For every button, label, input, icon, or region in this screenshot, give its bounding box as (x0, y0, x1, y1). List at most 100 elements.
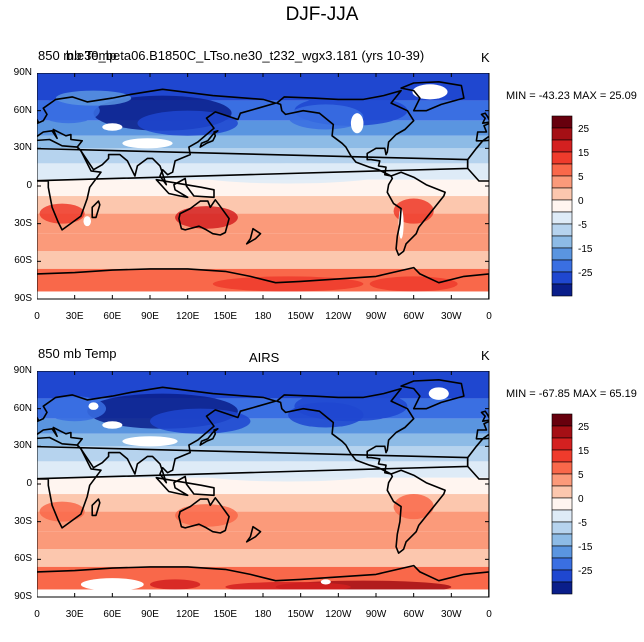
colorbar-swatch (551, 115, 573, 129)
colorbar-label: 25 (578, 422, 590, 433)
min-max-readout: MIN = -43.23 MAX = 25.09 (506, 90, 637, 102)
lon-tick-label: 30E (65, 311, 84, 322)
lon-tick-label: 60E (103, 311, 122, 322)
min-max-readout: MIN = -67.85 MAX = 65.19 (506, 388, 637, 400)
colorbar-swatch (551, 223, 573, 237)
lat-tick-label: 30N (13, 142, 32, 154)
colorbar-swatch (551, 413, 573, 427)
lat-tick-label: 0 (26, 180, 32, 191)
lon-tick-label: 150E (213, 311, 237, 322)
colorbar-swatch (551, 569, 573, 583)
coastline-samerica (386, 171, 446, 256)
colorbar-swatch (551, 175, 573, 189)
missing-data-region (428, 387, 449, 400)
temperature-band (37, 179, 489, 197)
colorbar-swatch (551, 163, 573, 177)
temperature-anomaly (43, 396, 107, 422)
missing-data-region (88, 402, 99, 410)
temperature-anomaly (150, 579, 201, 590)
coastline-africa (37, 138, 469, 231)
temperature-band (37, 233, 489, 252)
lon-tick-label: 120E (175, 311, 200, 322)
colorbar-swatch (551, 497, 573, 511)
panel-units: K (481, 348, 490, 363)
coastline-uk (37, 415, 40, 422)
missing-data-region (83, 216, 91, 227)
lon-tick-label: 30W (441, 311, 462, 322)
temperature-band (37, 511, 489, 532)
panel-left-title: 850 mb Temp (38, 346, 117, 361)
colorbar-swatch (551, 187, 573, 201)
colorbar-label: 0 (578, 494, 584, 505)
colorbar-swatch (551, 211, 573, 225)
coastline-indonesia (155, 177, 215, 199)
temperature-map (37, 73, 490, 300)
missing-data-region (412, 84, 448, 100)
coastline-europe_asia (37, 88, 277, 186)
colorbar-swatch (551, 533, 573, 547)
colorbar-swatch (551, 271, 573, 285)
lon-tick-label: 180 (254, 609, 272, 620)
colorbar-label: 25 (578, 124, 590, 135)
lon-tick-label: 150W (287, 609, 314, 620)
temperature-band (37, 477, 489, 495)
lon-tick-label: 90W (365, 609, 387, 620)
lat-tick-label: 30N (13, 440, 32, 452)
coastline-newzealand (245, 227, 262, 245)
lon-tick-label: 90E (141, 311, 159, 322)
lon-tick-label: 30W (441, 609, 462, 620)
temperature-anomaly (175, 504, 238, 527)
map-panel-observations: 850 mb Temp AIRS K MIN = -67.85 MAX = 65… (0, 342, 644, 642)
coastline-newzealand (245, 525, 262, 543)
missing-data-region (122, 138, 173, 149)
coastline-madagascar (91, 498, 101, 517)
missing-data-region (350, 113, 364, 134)
coastline-antarctica (37, 564, 489, 597)
lon-tick-label: 30E (65, 609, 84, 620)
lon-tick-label: 180 (254, 311, 272, 322)
temperature-anomaly (39, 501, 85, 522)
colorbar-swatch (551, 557, 573, 571)
coastline-japan (199, 428, 219, 446)
lon-tick-label: 120W (325, 609, 352, 620)
coastline-japan (199, 130, 219, 148)
colorbar-swatch (551, 283, 573, 297)
coastline-samerica (386, 469, 446, 554)
colorbar: 25 15 5 0 -5 -15 -25 (551, 115, 593, 297)
temperature-anomaly (393, 198, 434, 224)
lon-tick-label: 60W (403, 609, 424, 620)
coastline-namerica (276, 387, 415, 475)
lon-tick-label: 150W (287, 311, 314, 322)
colorbar-label: -25 (578, 566, 593, 577)
lat-tick-label: 0 (26, 478, 32, 489)
colorbar-label: 5 (578, 470, 584, 481)
lat-tick-label: 30S (14, 217, 32, 229)
colorbar-swatch (551, 151, 573, 165)
lat-tick-label: 60N (13, 402, 32, 414)
map-panel-model: 850 mb Temp b.e30_beta06.B1850C_LTso.ne3… (0, 44, 644, 344)
temperature-band (37, 135, 489, 149)
temperature-anomaly (369, 276, 458, 292)
colorbar-label: -5 (578, 518, 587, 529)
colorbar-swatch (551, 521, 573, 535)
colorbar-swatch (551, 235, 573, 249)
lat-tick-label: 90S (14, 591, 32, 602)
temperature-band (37, 213, 489, 234)
temperature-band (37, 196, 489, 214)
colorbar-swatch (551, 581, 573, 595)
colorbar-label: 0 (578, 196, 584, 207)
missing-data-region (102, 123, 123, 131)
temperature-band (37, 371, 489, 399)
colorbar-swatch (551, 259, 573, 273)
lat-tick-label: 90S (14, 293, 32, 304)
panel-left-title: 850 mb Temp (38, 48, 117, 63)
lon-tick-label: 60E (103, 609, 122, 620)
coastline-africa (37, 436, 469, 529)
lat-tick-label: 30S (14, 515, 32, 527)
missing-data-region (80, 578, 144, 591)
lat-tick-label: 90N (13, 365, 32, 376)
colorbar-swatch (551, 139, 573, 153)
lon-tick-label: 0 (34, 311, 40, 322)
panel-units: K (481, 50, 490, 65)
coastline-australia (178, 497, 230, 534)
